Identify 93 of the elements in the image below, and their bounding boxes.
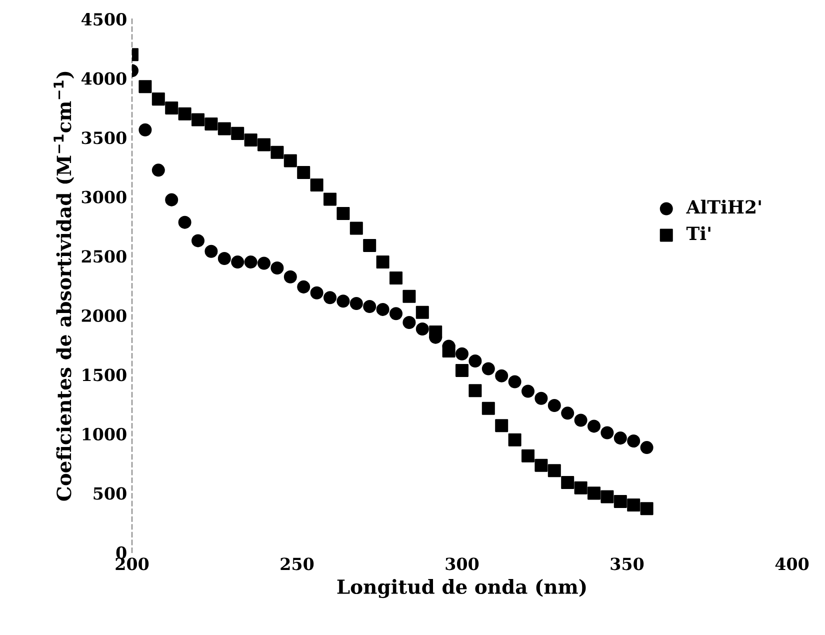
y-tick-label: 4000 — [81, 72, 126, 85]
point — [534, 392, 548, 405]
point — [152, 164, 165, 177]
point — [244, 133, 258, 146]
point — [152, 92, 165, 106]
point — [284, 270, 297, 284]
y-tick-label: 4500 — [81, 13, 126, 26]
point — [204, 244, 218, 258]
point — [600, 426, 614, 440]
y-tick-label: 2500 — [82, 250, 126, 263]
point — [138, 123, 152, 136]
point — [363, 238, 376, 252]
point — [310, 178, 324, 192]
point — [165, 193, 178, 206]
y-tick-label: 0 — [116, 546, 126, 560]
point — [416, 322, 429, 336]
point — [561, 406, 574, 420]
y-tick-label: 500 — [94, 487, 126, 500]
point — [204, 117, 218, 130]
point — [363, 300, 376, 313]
point — [574, 414, 588, 427]
point — [178, 216, 192, 229]
point — [561, 476, 574, 490]
x-axis-title: Longitud de onda (nm) — [337, 578, 586, 598]
point — [336, 206, 350, 220]
y-axis-title: Coeficientes de absortividad (M$^{−1}$cm$^{−1}$) — [54, 72, 74, 501]
legend-label: AlTiH2' — [686, 200, 761, 214]
point — [482, 402, 495, 415]
point — [231, 256, 244, 269]
point — [270, 146, 284, 159]
point — [468, 354, 482, 368]
point — [284, 154, 297, 168]
x-tick-label: 400 — [775, 558, 809, 570]
point — [191, 234, 205, 248]
point — [257, 138, 271, 152]
point — [244, 256, 258, 269]
point — [138, 80, 152, 94]
point — [521, 384, 535, 398]
point — [482, 362, 495, 376]
point — [376, 302, 390, 316]
point — [165, 101, 178, 114]
point — [627, 498, 640, 512]
legend-label: Ti' — [686, 226, 710, 240]
point — [548, 464, 561, 478]
point — [191, 113, 205, 126]
point — [270, 261, 284, 274]
point — [614, 432, 627, 445]
point — [218, 122, 231, 136]
point — [350, 297, 363, 310]
point — [640, 502, 654, 516]
point — [587, 420, 601, 433]
point — [376, 256, 390, 269]
point — [640, 441, 654, 454]
point — [350, 222, 363, 235]
x-tick-label: 250 — [280, 558, 314, 570]
point — [231, 126, 244, 140]
point — [323, 291, 337, 304]
point — [508, 433, 522, 446]
x-tick-label: 350 — [610, 558, 644, 570]
point — [495, 369, 508, 382]
point — [336, 294, 350, 308]
point — [297, 280, 310, 294]
point — [389, 272, 403, 285]
point — [455, 364, 469, 378]
point — [402, 316, 416, 329]
y-tick-label: 3500 — [82, 132, 126, 144]
x-tick-label: 300 — [446, 558, 479, 570]
point — [323, 192, 337, 206]
point — [297, 166, 310, 180]
x-tick-label: 200 — [116, 558, 149, 570]
y-tick-label: 1500 — [82, 368, 126, 382]
point — [587, 486, 601, 500]
point — [508, 375, 522, 388]
point — [600, 490, 614, 504]
point — [468, 384, 482, 398]
y-tick-label: 2000 — [82, 309, 126, 322]
point — [627, 434, 640, 448]
y-tick-label: 1000 — [82, 428, 126, 440]
point — [534, 458, 548, 472]
point — [178, 107, 192, 120]
point — [495, 419, 508, 432]
point — [574, 481, 588, 494]
point — [257, 256, 271, 270]
point — [455, 347, 469, 360]
point — [521, 449, 535, 462]
point — [548, 398, 561, 412]
point — [416, 306, 429, 319]
point — [218, 252, 231, 265]
point — [614, 494, 627, 508]
point — [402, 290, 416, 303]
point — [310, 286, 324, 300]
point — [389, 307, 403, 320]
y-tick-label: 3000 — [82, 190, 126, 204]
